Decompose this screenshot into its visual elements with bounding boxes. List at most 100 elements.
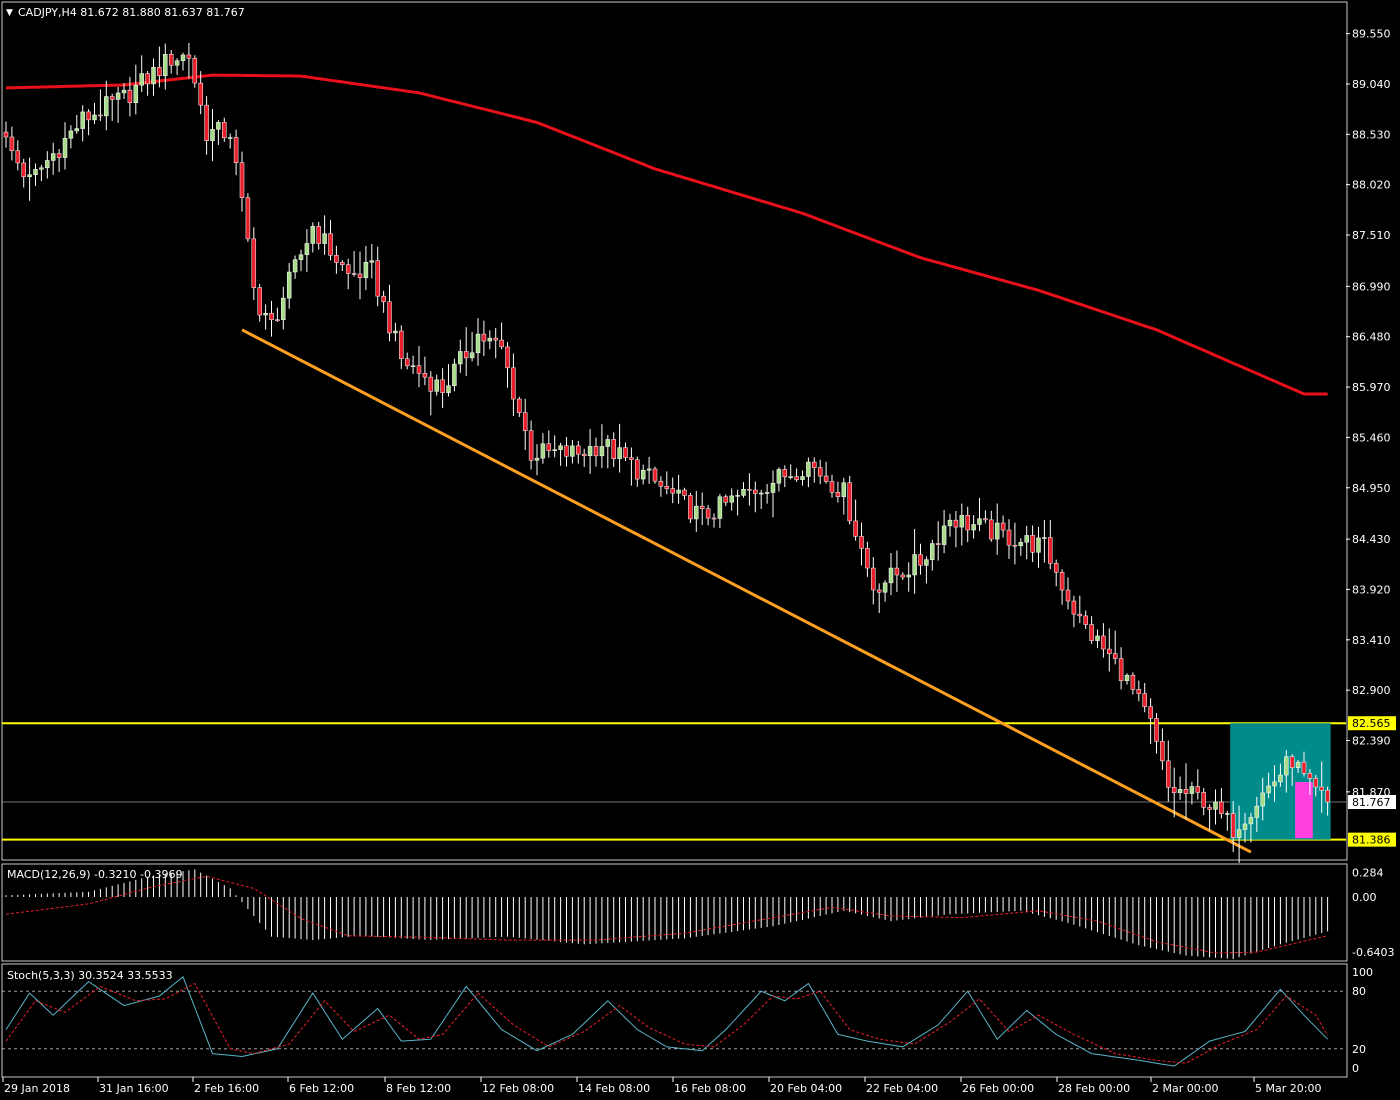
stoch-k-line[interactable]	[5, 975, 1328, 1067]
candle	[546, 430, 552, 458]
candle	[1130, 672, 1136, 695]
candle-body	[269, 312, 274, 320]
candle-body	[1201, 792, 1206, 808]
candle-body	[292, 259, 298, 273]
candle	[440, 368, 445, 409]
candle-body	[882, 582, 888, 593]
candle	[552, 435, 557, 458]
candle	[1266, 772, 1271, 799]
candle	[21, 158, 26, 188]
main-chart-panel[interactable]	[1, 1, 1348, 861]
candle	[1036, 526, 1041, 568]
candle	[1148, 698, 1153, 744]
candle-body	[1148, 706, 1153, 719]
candle	[806, 457, 811, 488]
candle	[458, 339, 463, 373]
stoch-tick-label: 100	[1352, 966, 1373, 979]
candle-body	[699, 505, 705, 509]
candle-body	[912, 554, 917, 576]
candle-body	[670, 488, 675, 494]
candle-body	[1059, 572, 1065, 591]
candle	[670, 477, 675, 504]
candle	[764, 484, 770, 504]
candle-body	[233, 137, 239, 163]
candle	[676, 474, 681, 504]
stoch-panel[interactable]	[1, 963, 1348, 1078]
candle-body	[345, 264, 351, 274]
candle	[711, 513, 717, 528]
candle-body	[369, 260, 375, 263]
candle-body	[204, 104, 209, 141]
candle-body	[1166, 760, 1171, 788]
x-tick-label: 22 Feb 04:00	[866, 1082, 938, 1095]
stoch-d-line[interactable]	[5, 982, 1329, 1064]
symbol-menu-icon[interactable]: ▼	[6, 8, 13, 18]
candle	[694, 490, 699, 532]
candle-body	[186, 54, 192, 59]
y-tick-label: 85.460	[1352, 431, 1391, 444]
candle-body	[174, 60, 180, 66]
candle	[812, 457, 817, 483]
macd-panel[interactable]	[1, 863, 1348, 962]
candle-body	[127, 89, 133, 104]
candle-body	[239, 162, 245, 198]
candle-body	[989, 519, 994, 540]
macd-tick-label: 0.284	[1352, 867, 1384, 880]
x-tick-label: 6 Feb 12:00	[289, 1082, 354, 1095]
candle-body	[74, 128, 80, 132]
moving-average-line[interactable]	[5, 73, 1328, 396]
candle-body	[853, 520, 858, 537]
y-tick-label: 86.990	[1352, 280, 1391, 293]
y-tick-label: 82.390	[1352, 735, 1391, 748]
candle	[1024, 525, 1029, 560]
candle	[1219, 788, 1224, 819]
x-tick-label: 14 Feb 08:00	[578, 1082, 650, 1095]
candle-body	[1313, 778, 1319, 788]
candle-body	[322, 233, 327, 244]
candle-body	[275, 319, 280, 321]
candle-body	[1278, 774, 1283, 783]
zone-marker[interactable]	[1295, 781, 1313, 839]
y-tick-label: 89.550	[1352, 28, 1391, 41]
candle	[245, 193, 251, 242]
candle-body	[98, 114, 103, 117]
candle-body	[611, 439, 616, 460]
candle	[74, 114, 80, 134]
candle-body	[452, 363, 457, 386]
candle	[1018, 538, 1024, 556]
candle-body	[399, 330, 404, 359]
candle-body	[947, 519, 953, 527]
candle-body	[1053, 563, 1059, 573]
candle	[410, 355, 416, 374]
candle	[251, 227, 257, 301]
candle	[493, 328, 498, 359]
candle	[222, 117, 227, 142]
candle-body	[953, 519, 959, 528]
candle	[1195, 769, 1201, 800]
candle	[334, 245, 339, 274]
candle	[959, 503, 965, 546]
candle-body	[1307, 773, 1313, 779]
candle-body	[711, 517, 717, 520]
y-tick-label: 88.020	[1352, 179, 1391, 192]
candle	[511, 353, 516, 417]
candle-body	[410, 365, 416, 368]
candle-body	[629, 457, 634, 460]
candle-body	[581, 453, 587, 457]
candle	[422, 356, 428, 386]
candle-body	[434, 379, 439, 392]
candle	[1284, 750, 1289, 793]
candle	[269, 300, 274, 337]
candle-body	[257, 287, 262, 316]
candle-body	[168, 54, 174, 66]
candle	[1101, 623, 1106, 658]
candle-body	[540, 443, 546, 459]
candle-body	[80, 111, 85, 129]
trendline[interactable]	[241, 328, 1252, 854]
candle-body	[1077, 613, 1083, 617]
candle-body	[56, 153, 62, 158]
candle	[340, 259, 345, 271]
candle	[859, 522, 864, 566]
